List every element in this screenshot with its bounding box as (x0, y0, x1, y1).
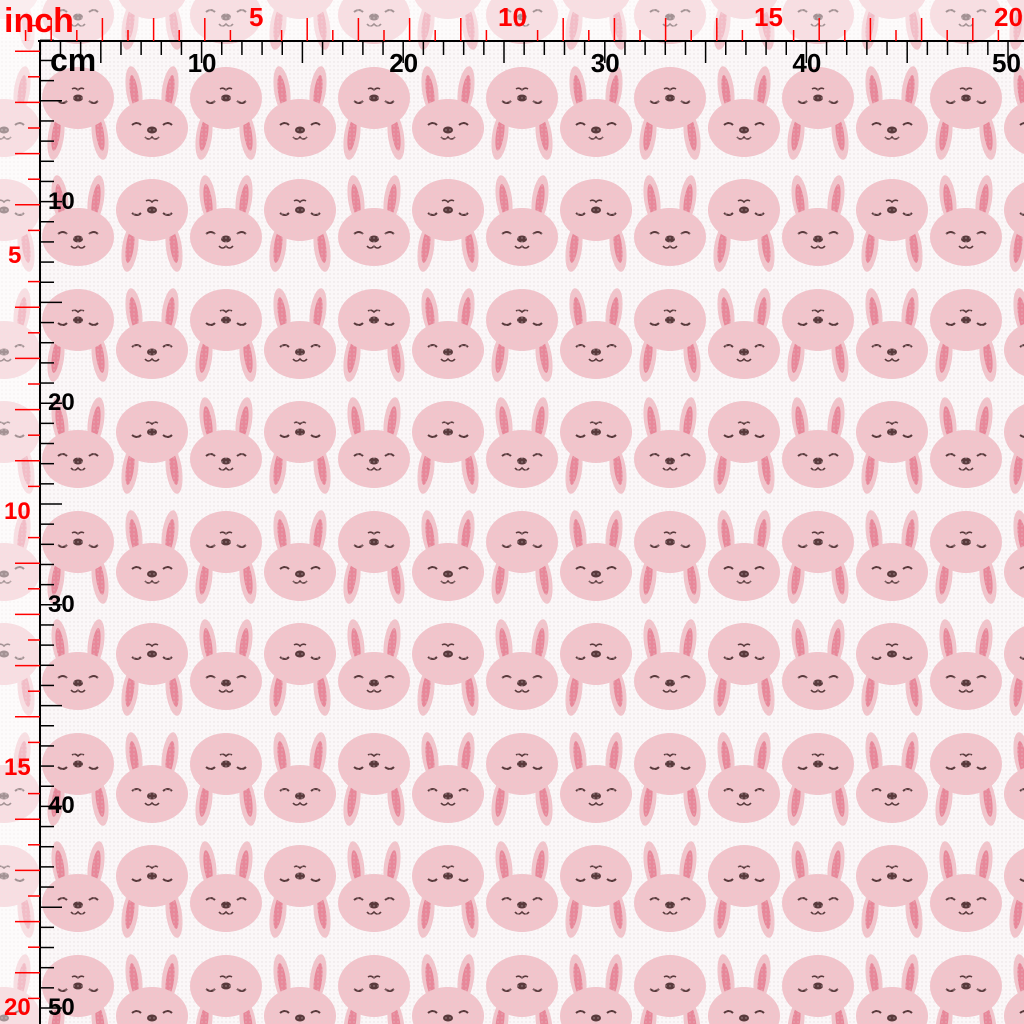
cm-label-left: 50 (48, 994, 75, 1021)
cm-label-left: 40 (48, 792, 75, 820)
inch-unit-label: inch (4, 2, 74, 40)
inch-label-top: 10 (498, 2, 527, 32)
inch-label-top: 15 (754, 2, 783, 32)
inch-label-left: 15 (4, 754, 31, 781)
cm-unit-label: cm (50, 42, 97, 78)
cm-label-left: 20 (48, 389, 75, 417)
cm-label-top: 40 (792, 48, 822, 78)
inch-label-left: 5 (8, 242, 22, 269)
inch-label-top: 20 (994, 2, 1023, 32)
cm-label-left: 30 (48, 590, 75, 618)
cm-label-top: 50 (992, 48, 1021, 78)
cm-label-top: 10 (187, 48, 217, 78)
cm-label-top: 20 (389, 48, 419, 78)
inch-label-left: 10 (4, 498, 31, 525)
cm-label-top: 30 (590, 48, 620, 78)
inch-label-left: 20 (4, 994, 31, 1021)
inch-label-top: 5 (249, 2, 264, 32)
cm-label-left: 10 (48, 187, 75, 215)
